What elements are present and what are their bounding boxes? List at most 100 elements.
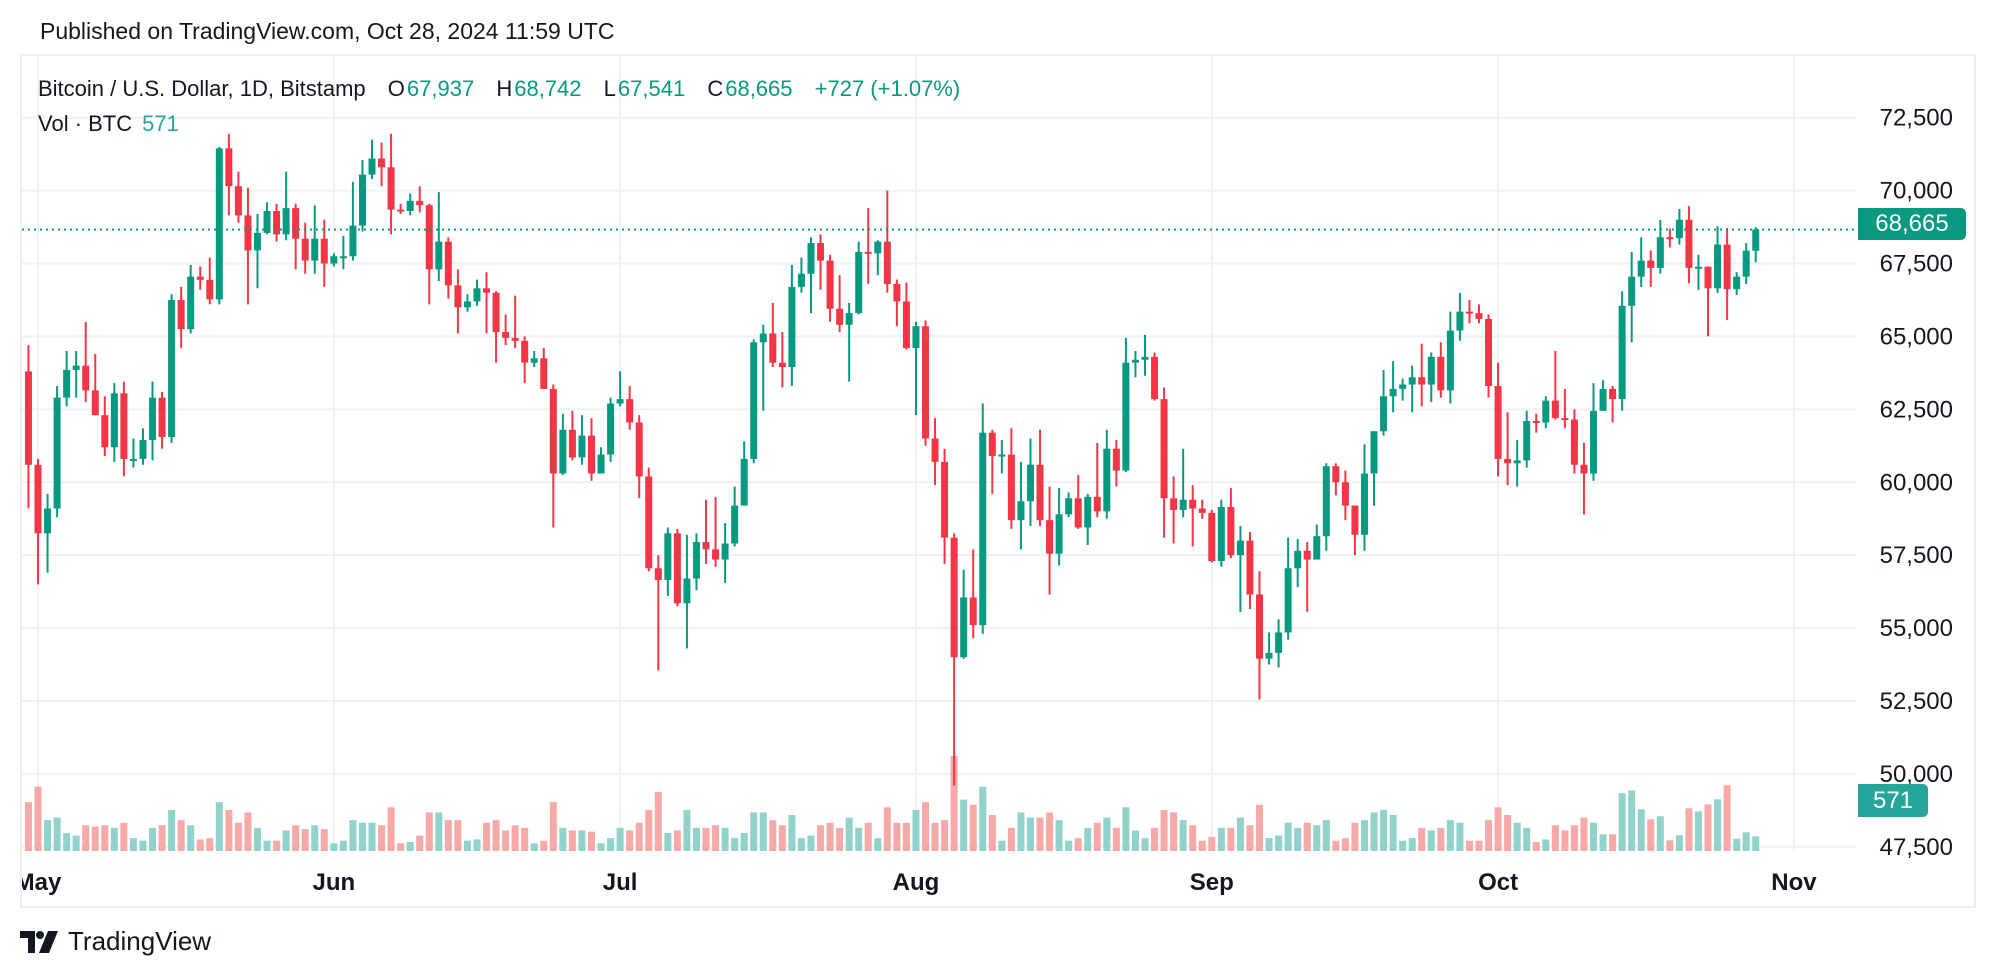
candle: [1694, 254, 1702, 291]
volume-bar: [1189, 825, 1197, 851]
volume-bar: [988, 815, 996, 851]
candle: [921, 320, 929, 446]
candle-body: [883, 241, 891, 284]
candle-body: [931, 438, 939, 462]
candle-body: [273, 211, 281, 235]
candle-body: [1246, 540, 1254, 595]
time-axis[interactable]: May Jun Jul Aug Sep Oct Nov: [15, 869, 1818, 896]
candle: [902, 282, 910, 350]
candle: [349, 181, 357, 261]
candle-body: [750, 342, 758, 459]
candle-body: [1399, 384, 1407, 389]
candle-body: [1580, 464, 1588, 474]
candle-body: [1714, 244, 1722, 289]
tradingview-logo[interactable]: TradingView: [20, 926, 211, 957]
candle-body: [358, 174, 366, 226]
candle: [463, 294, 471, 312]
volume-bar: [1494, 807, 1502, 851]
candle-body: [454, 285, 462, 308]
candle-body: [1160, 399, 1168, 499]
candle: [1570, 409, 1578, 474]
candle: [969, 549, 977, 639]
volume-bar: [826, 822, 834, 851]
candle: [1265, 632, 1273, 665]
candle: [883, 190, 891, 293]
candle-body: [635, 422, 643, 477]
candle-body: [1046, 520, 1054, 554]
candle: [1065, 492, 1073, 518]
candle: [683, 534, 691, 649]
candle-body: [826, 260, 834, 309]
volume-bar: [1666, 840, 1674, 851]
candle: [1380, 369, 1388, 436]
candle-body: [1752, 229, 1760, 251]
candle-body: [1217, 507, 1225, 561]
candle: [1151, 352, 1159, 401]
grid-lines: [22, 56, 1856, 851]
candle: [1637, 237, 1645, 287]
volume-bar: [874, 838, 882, 851]
candle-body: [368, 158, 376, 175]
candle: [540, 348, 548, 389]
candle-body: [101, 415, 109, 448]
volume-bar: [597, 843, 605, 851]
candle: [225, 133, 233, 216]
candle: [1723, 227, 1731, 321]
candle-body: [1103, 448, 1111, 512]
volume-bar: [836, 827, 844, 851]
volume-bar: [339, 840, 347, 851]
volume-bar: [101, 825, 109, 851]
volume-bar: [1628, 790, 1636, 851]
volume-bar: [1418, 827, 1426, 851]
candle: [1294, 539, 1302, 588]
volume-bar: [349, 820, 357, 851]
volume-bar: [721, 827, 729, 851]
candle-body: [1256, 594, 1264, 659]
candle: [44, 493, 52, 573]
candle-body: [712, 549, 720, 560]
candle: [1494, 362, 1502, 477]
volume-bar: [1103, 817, 1111, 851]
volume-bar: [1465, 840, 1473, 851]
candle: [1122, 337, 1130, 473]
volume-bar: [63, 833, 71, 851]
candle: [1103, 429, 1111, 519]
volume-bar: [1485, 820, 1493, 851]
candle-body: [731, 505, 739, 544]
last-volume-tag: 571: [1858, 784, 1928, 817]
volume-bar: [921, 802, 929, 851]
volume-bar: [683, 809, 691, 851]
volume-bar: [378, 825, 386, 851]
candle-body: [339, 256, 347, 259]
price-axis[interactable]: 72,500 70,000 67,500 65,000 62,500 60,000 57,5…: [1880, 105, 1953, 861]
candle: [941, 448, 949, 564]
candle-body: [425, 205, 433, 270]
candle-body: [253, 232, 261, 251]
candle-body: [292, 208, 300, 239]
volume-bar: [1723, 785, 1731, 851]
candle: [1322, 463, 1330, 551]
candle: [893, 279, 901, 327]
volume-bar: [1475, 840, 1483, 851]
candle-body: [511, 337, 519, 341]
candle-body: [1532, 421, 1540, 424]
candle-body: [397, 209, 405, 212]
candle-body: [759, 333, 767, 343]
candle-body: [1628, 276, 1636, 306]
candle-body: [673, 533, 681, 604]
volume-bar: [998, 840, 1006, 851]
candle-body: [196, 276, 204, 280]
volume-bar: [635, 822, 643, 851]
volume-bar: [855, 827, 863, 851]
candle: [635, 415, 643, 499]
candle: [769, 302, 777, 368]
candle-body: [282, 208, 290, 235]
candle-body: [502, 332, 510, 338]
candle: [1609, 386, 1617, 423]
candle-body: [1026, 464, 1034, 502]
candle: [91, 353, 99, 416]
candle: [607, 397, 615, 462]
candle-body: [626, 399, 634, 423]
volume-bar: [540, 840, 548, 851]
